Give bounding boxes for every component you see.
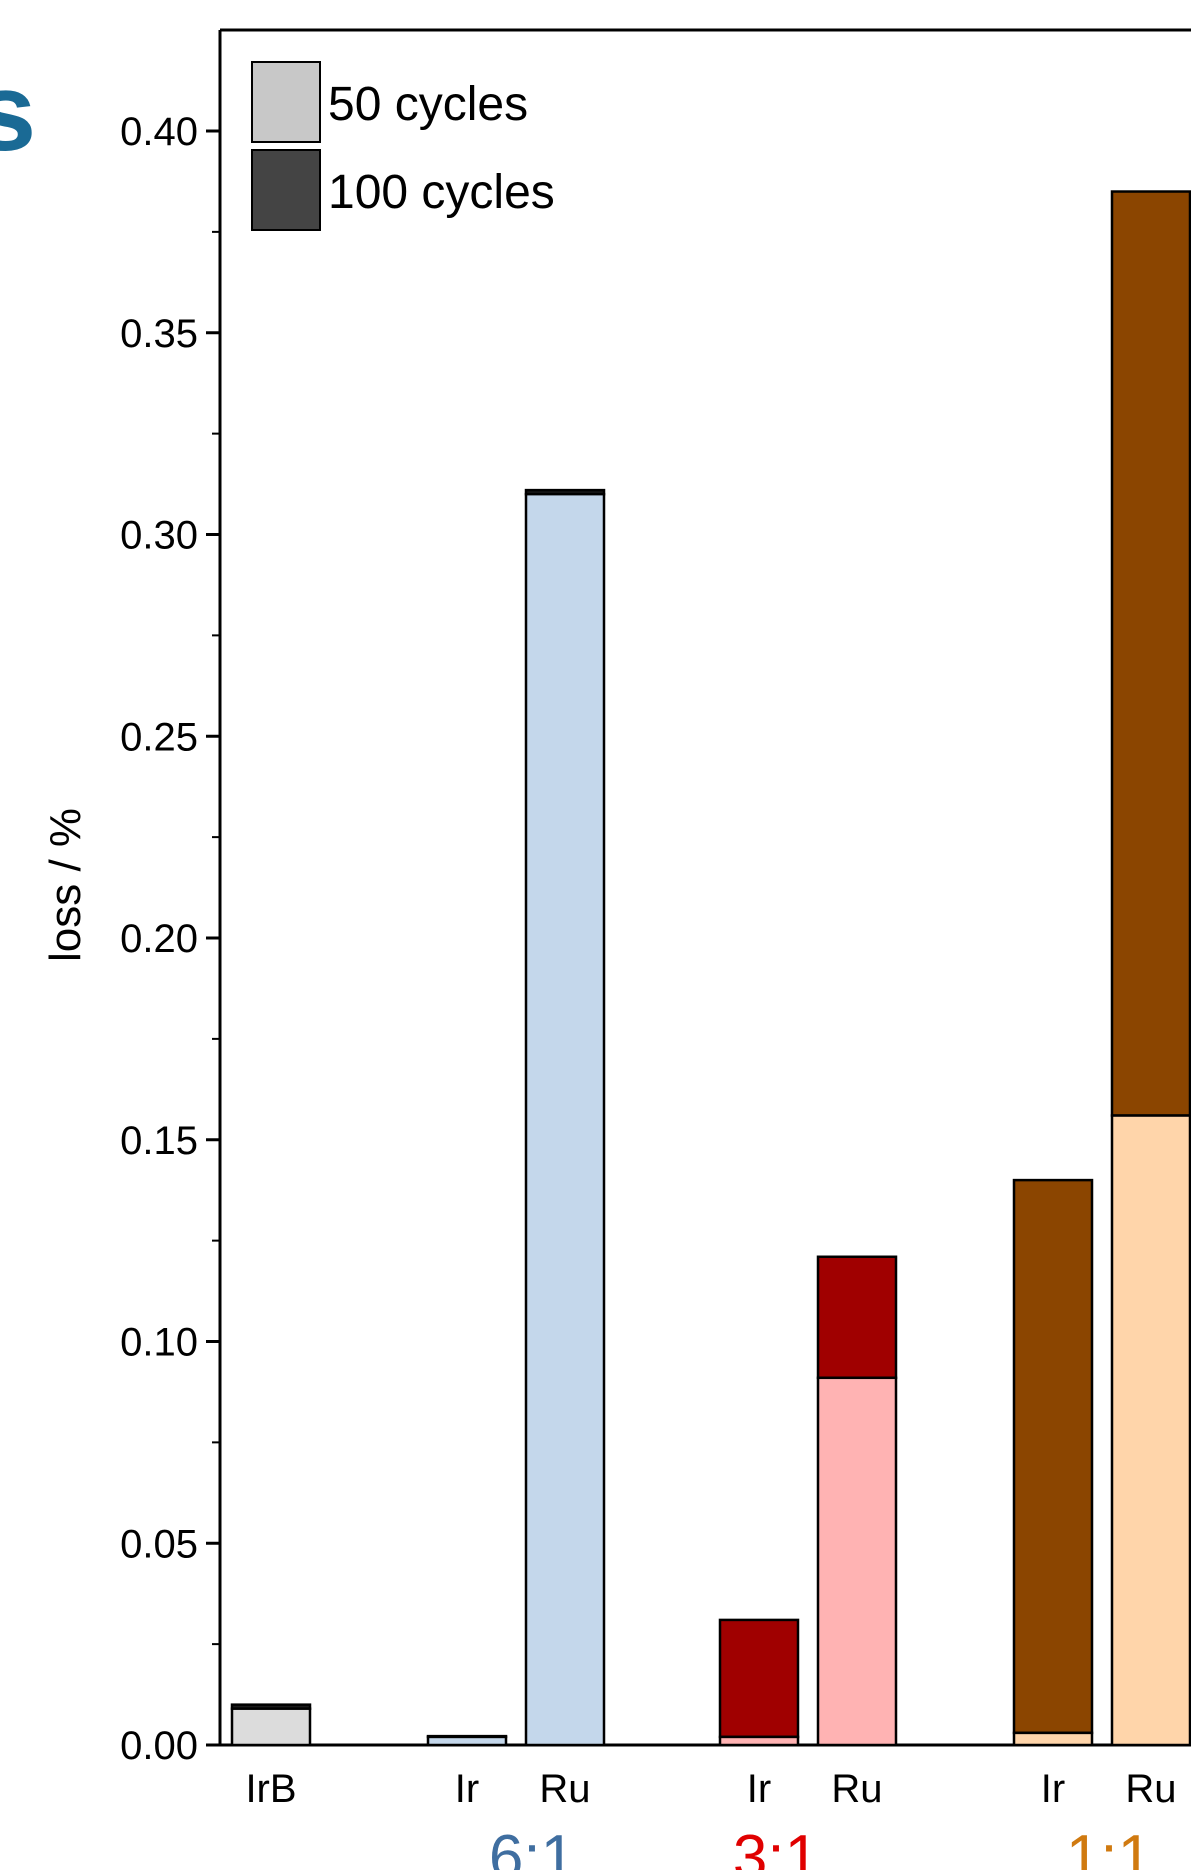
x-category-label: IrB <box>245 1767 296 1811</box>
y-tick-label: 0.00 <box>120 1724 198 1768</box>
x-category-label: Ir <box>455 1767 479 1811</box>
x-category-label: Ru <box>539 1767 590 1811</box>
plot-area: 0.00 0.05 0.10 0.15 0.20 0.25 0.30 0.35 0.40 IrB I… <box>120 28 1191 1870</box>
group-ratio-label: 3:1 <box>733 1823 819 1870</box>
x-category-label: Ir <box>747 1767 771 1811</box>
bar-50-cycles <box>1110 1114 1191 1747</box>
bar-100-cycles <box>1110 190 1191 1117</box>
bar-100-cycles <box>1012 1178 1094 1735</box>
bar-100-cycles <box>816 1255 898 1380</box>
corner-heading-fragment: s <box>0 51 36 174</box>
legend-swatch <box>251 61 321 143</box>
y-tick-label: 0.35 <box>120 312 198 356</box>
y-axis-title: loss / % <box>41 808 90 962</box>
bar-100-cycles <box>718 1618 800 1739</box>
y-tick-label: 0.25 <box>120 715 198 759</box>
x-category-label: Ru <box>1125 1767 1176 1811</box>
y-tick-label: 0.30 <box>120 514 198 558</box>
legend-swatch <box>251 149 321 231</box>
bar-50-cycles <box>426 1735 508 1747</box>
x-category-label: Ir <box>1041 1767 1065 1811</box>
bar-50-cycles <box>1012 1731 1094 1747</box>
bar-50-cycles <box>816 1376 898 1747</box>
legend-label: 100 cycles <box>328 166 555 219</box>
bar-50-cycles <box>230 1707 312 1747</box>
legend-label: 50 cycles <box>328 78 528 131</box>
bar-50-cycles <box>718 1735 800 1747</box>
y-tick-label: 0.20 <box>120 917 198 961</box>
y-tick-label: 0.40 <box>120 110 198 154</box>
x-category-label: Ru <box>831 1767 882 1811</box>
bar-50-cycles <box>524 492 606 1747</box>
y-tick-label: 0.10 <box>120 1321 198 1365</box>
group-ratio-label: 1:1 <box>1066 1823 1152 1870</box>
y-tick-label: 0.15 <box>120 1119 198 1163</box>
y-tick-label: 0.05 <box>120 1522 198 1566</box>
group-ratio-label: 6:1 <box>489 1823 575 1870</box>
legend: 50 cycles 100 cycles <box>251 61 555 231</box>
